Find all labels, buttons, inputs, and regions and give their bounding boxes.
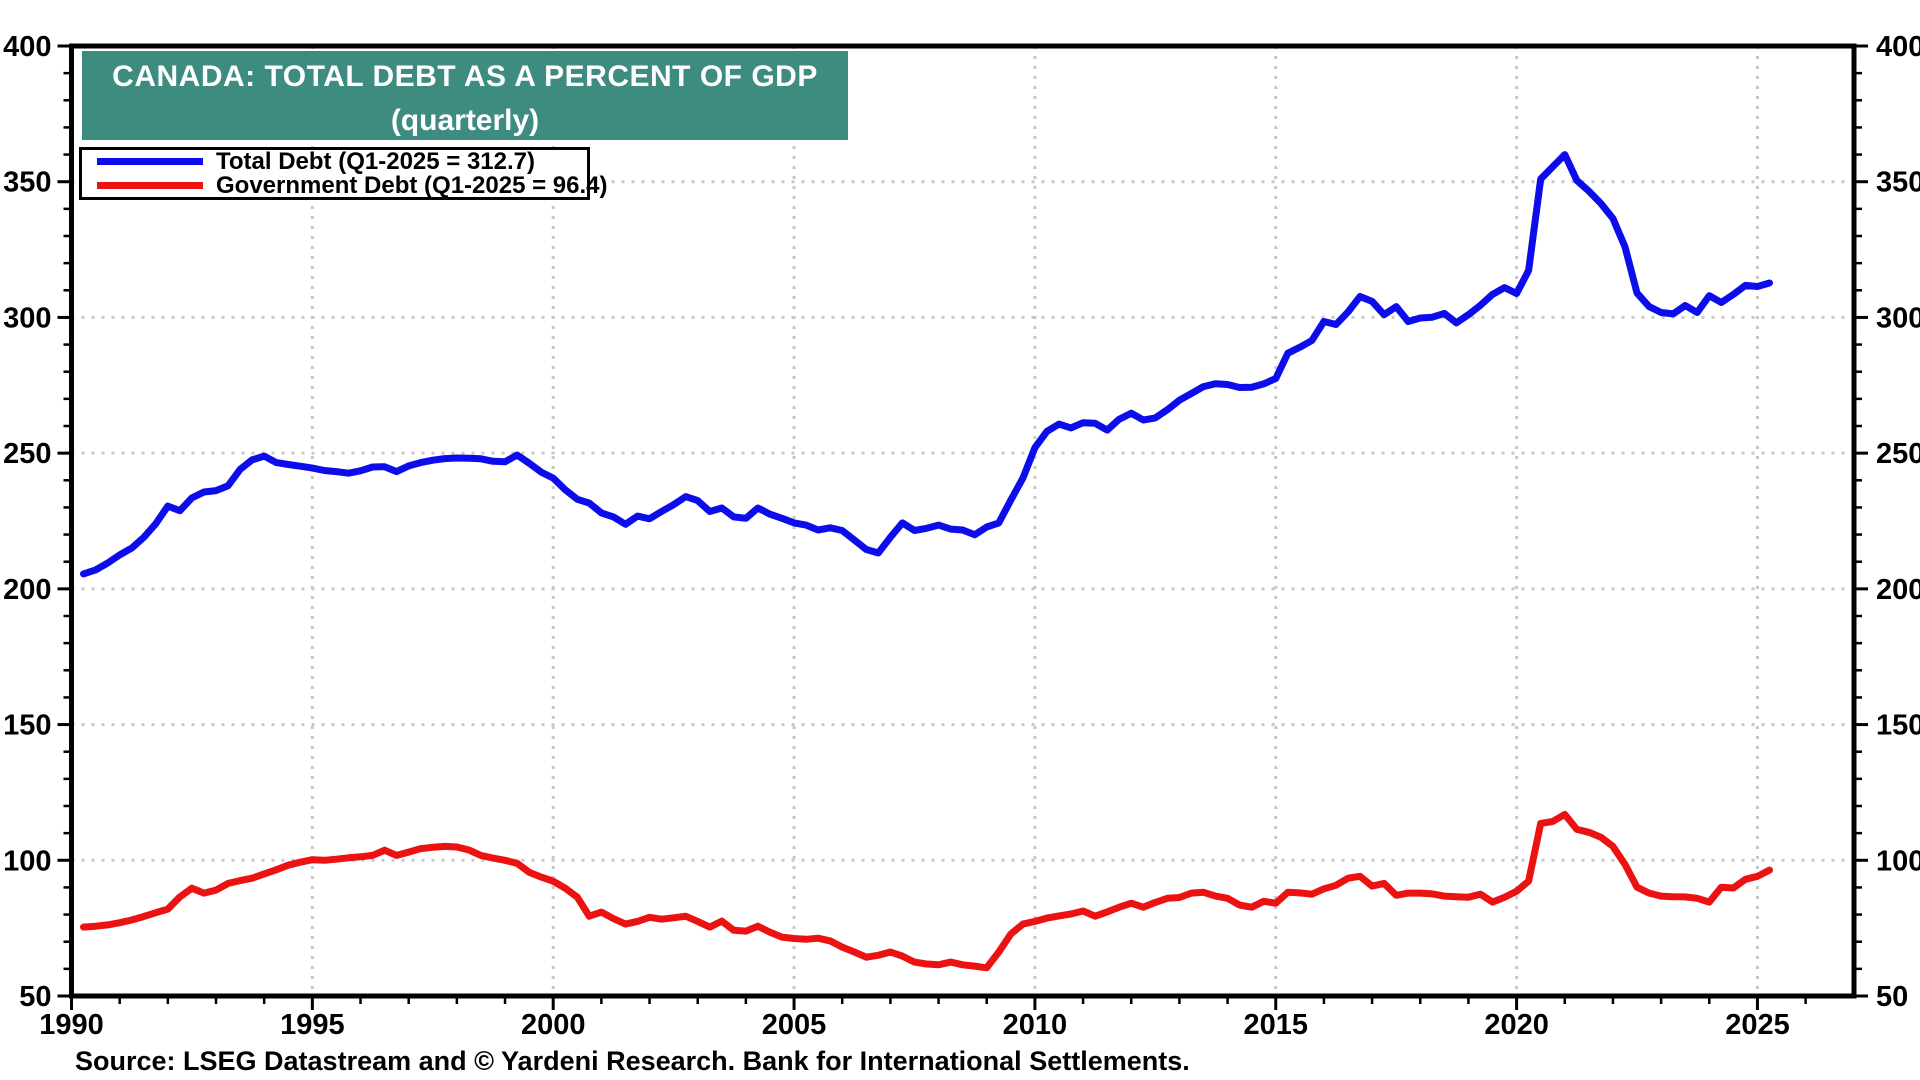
x-axis-label-2005: 2005 (762, 1009, 827, 1041)
legend-line-sample-total-debt (97, 158, 203, 165)
y-axis-label-left-300: 300 (3, 302, 51, 334)
y-axis-label-left-250: 250 (3, 438, 51, 470)
x-axis-label-2020: 2020 (1484, 1009, 1549, 1041)
axis-label-layer: 400 400 350 350 300 300 250 250 200 200 150 150 100 1… (3, 31, 1920, 1041)
legend-label-total-debt: Total Debt (Q1-2025 = 312.7) (216, 147, 536, 175)
legend-line-sample-government-debt (97, 182, 203, 189)
x-axis-label-1995: 1995 (280, 1009, 345, 1041)
source-note: Source: LSEG Datastream and © Yardeni Re… (75, 1046, 1190, 1076)
y-axis-label-left-150: 150 (3, 710, 51, 742)
y-axis-label-left-400: 400 (3, 31, 51, 63)
y-axis-label-right-50: 50 (1876, 981, 1908, 1013)
y-axis-label-right-300: 300 (1876, 302, 1920, 334)
x-axis-label-2015: 2015 (1243, 1009, 1308, 1041)
x-axis-label-2000: 2000 (521, 1009, 586, 1041)
legend-item-government-debt: Government Debt (Q1-2025 = 96.4) (82, 172, 607, 199)
series-layer (80, 151, 1773, 972)
grid-layer (71, 46, 1854, 996)
x-axis-label-2010: 2010 (1003, 1009, 1068, 1041)
chart-subtitle: (quarterly) (390, 104, 540, 137)
y-axis-label-right-400: 400 (1876, 31, 1920, 63)
chart-title-box: CANADA: TOTAL DEBT AS A PERCENT OF GDP (… (82, 51, 848, 140)
axis-frame-layer (57, 43, 1868, 1010)
y-axis-label-right-200: 200 (1876, 574, 1920, 606)
x-axis-label-2025: 2025 (1725, 1009, 1790, 1041)
series-line-total-debt (80, 151, 1773, 578)
legend-item-total-debt: Total Debt (Q1-2025 = 312.7) (82, 147, 587, 175)
y-axis-label-right-150: 150 (1876, 710, 1920, 742)
y-axis-label-right-250: 250 (1876, 438, 1920, 470)
series-line-government-debt (80, 810, 1773, 972)
chart-title: CANADA: TOTAL DEBT AS A PERCENT OF GDP (112, 60, 818, 93)
y-axis-label-right-350: 350 (1876, 167, 1920, 199)
y-axis-label-left-350: 350 (3, 167, 51, 199)
x-axis-label-1990: 1990 (39, 1009, 104, 1041)
y-axis-label-right-100: 100 (1876, 845, 1920, 877)
plot-frame (69, 43, 1857, 999)
legend-box: Total Debt (Q1-2025 = 312.7) Government … (79, 147, 607, 200)
legend-label-government-debt: Government Debt (Q1-2025 = 96.4) (216, 171, 608, 199)
y-axis-label-left-50: 50 (19, 981, 51, 1013)
y-axis-label-left-100: 100 (3, 845, 51, 877)
y-axis-label-left-200: 200 (3, 574, 51, 606)
